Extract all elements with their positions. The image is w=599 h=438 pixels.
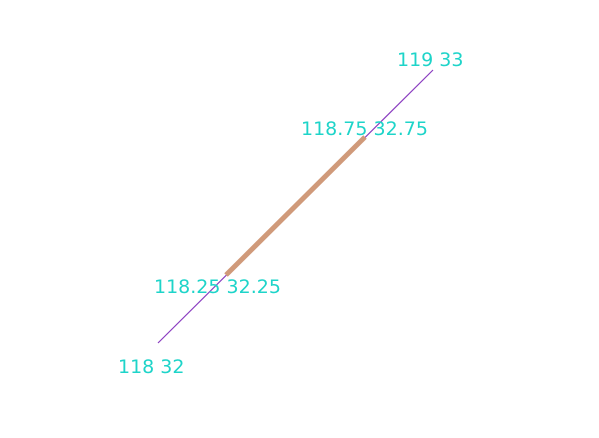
label-highlight-start: 118.25 32.25: [154, 276, 281, 298]
label-full-line-start: 118 32: [118, 356, 184, 378]
highlight-segment: [224, 135, 367, 277]
label-highlight-end: 118.75 32.75: [301, 118, 428, 140]
label-full-line-end: 119 33: [397, 49, 463, 71]
